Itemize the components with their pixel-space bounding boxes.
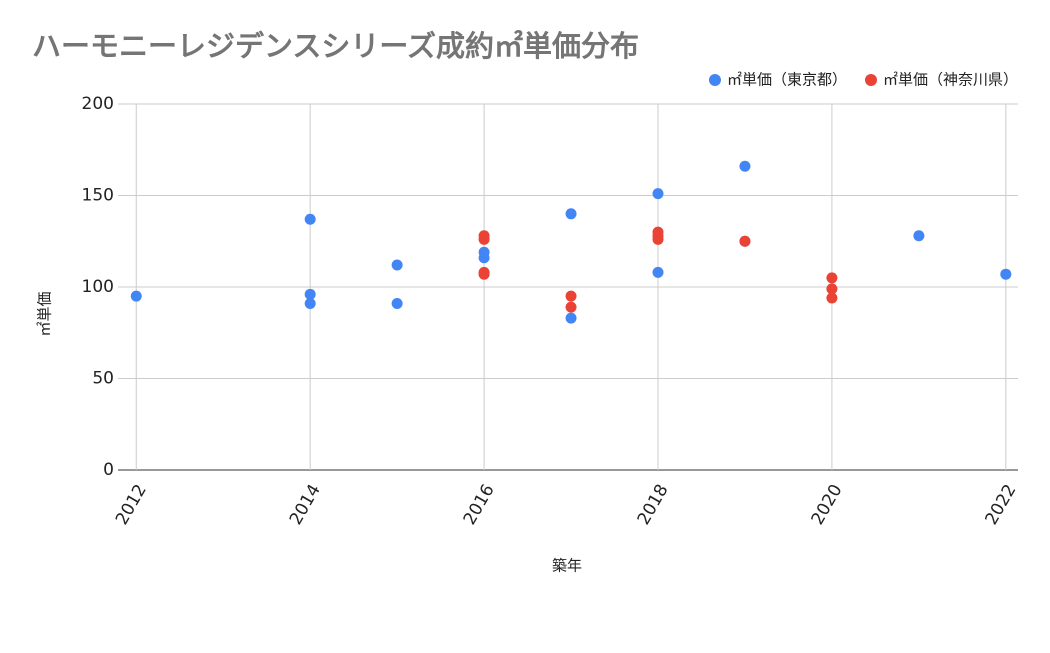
legend-label: ㎡単価（東京都） — [727, 71, 847, 89]
point — [826, 292, 838, 304]
point — [391, 297, 403, 309]
point — [913, 230, 925, 242]
y-tick-label: 50 — [92, 369, 114, 389]
point — [391, 259, 403, 271]
x-tick-label: 2020 — [808, 481, 847, 528]
y-tick-label: 150 — [82, 186, 114, 206]
point — [478, 268, 490, 280]
point — [304, 297, 316, 309]
x-tick-label: 2014 — [286, 481, 325, 528]
y-tick-label: 0 — [103, 460, 114, 480]
point — [565, 290, 577, 302]
legend-marker — [708, 74, 721, 86]
point — [826, 272, 838, 284]
y-axis-label: ㎡単価 — [36, 291, 54, 336]
point — [565, 301, 577, 313]
x-tick-label: 2018 — [634, 481, 673, 528]
point — [739, 235, 751, 247]
point — [130, 290, 142, 302]
x-tick-label: 2022 — [982, 481, 1021, 528]
y-tick-label: 100 — [82, 277, 114, 297]
point — [565, 312, 577, 324]
point — [652, 233, 664, 245]
point — [304, 288, 316, 300]
x-tick-label: 2016 — [460, 481, 499, 528]
point — [478, 252, 490, 264]
point — [304, 213, 316, 225]
x-tick-label: 2012 — [112, 481, 151, 528]
legend-label: ㎡単価（神奈川県） — [883, 71, 1018, 89]
point — [826, 283, 838, 295]
y-tick-label: 200 — [82, 94, 114, 114]
point — [1000, 268, 1012, 280]
legend-marker — [864, 74, 877, 86]
point — [478, 233, 490, 245]
chart-title: ハーモニーレジデンスシリーズ成約㎡単価分布 — [32, 29, 639, 63]
point — [652, 266, 664, 278]
point — [739, 160, 751, 172]
point — [652, 188, 664, 200]
x-axis-label: 築年 — [552, 557, 582, 575]
point — [565, 208, 577, 220]
